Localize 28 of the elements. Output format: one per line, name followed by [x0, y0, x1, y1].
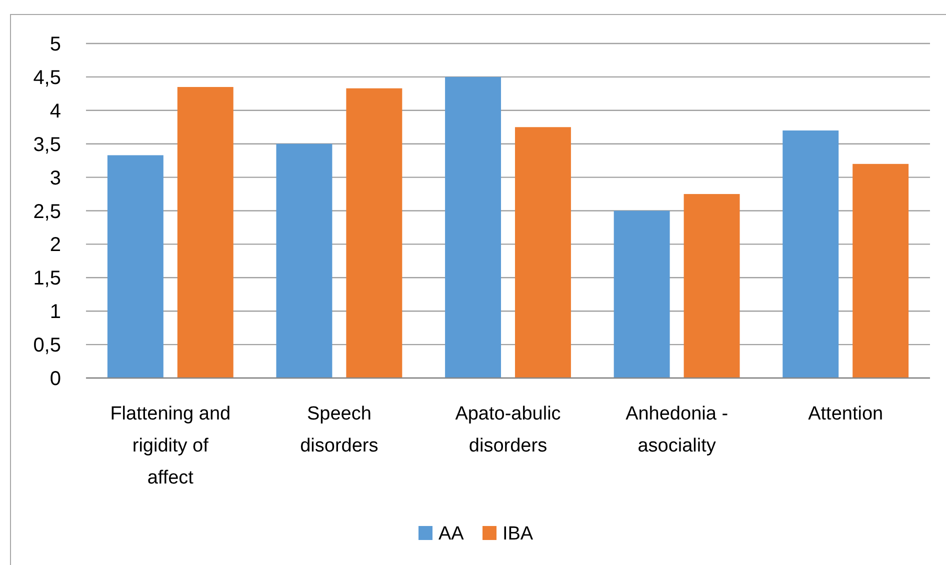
legend-label: IBA [502, 524, 534, 545]
legend-label: AA [438, 524, 464, 545]
x-tick-label: Attention [808, 404, 884, 425]
bar [782, 130, 839, 378]
bar [514, 127, 571, 378]
y-tick-label: 3,5 [33, 134, 61, 156]
y-tick-label: 4 [50, 100, 61, 122]
y-tick-label: 0 [50, 368, 61, 390]
y-tick-label: 3 [50, 167, 61, 190]
bar [107, 155, 164, 378]
x-tick-label: Apato-abulic disorders [455, 404, 561, 457]
x-tick-label: Anhedonia - asociality [626, 404, 728, 457]
x-tick-label: Flattening and rigidity of affect [110, 404, 231, 489]
y-tick-label: 4,5 [33, 66, 61, 89]
bar [177, 86, 234, 378]
y-tick-label: 2 [50, 234, 61, 256]
bar [684, 194, 740, 378]
bar [346, 88, 402, 378]
bar [276, 144, 332, 378]
y-tick-label: 2,5 [33, 200, 61, 223]
y-tick-label: 1 [50, 301, 61, 324]
x-tick-label: Speech disorders [300, 404, 378, 457]
bar [852, 164, 909, 378]
bar [614, 210, 670, 378]
y-tick-label: 1,5 [33, 268, 61, 290]
y-tick-label: 5 [50, 34, 61, 56]
y-tick-label: 0,5 [33, 334, 61, 357]
bar [445, 76, 502, 378]
